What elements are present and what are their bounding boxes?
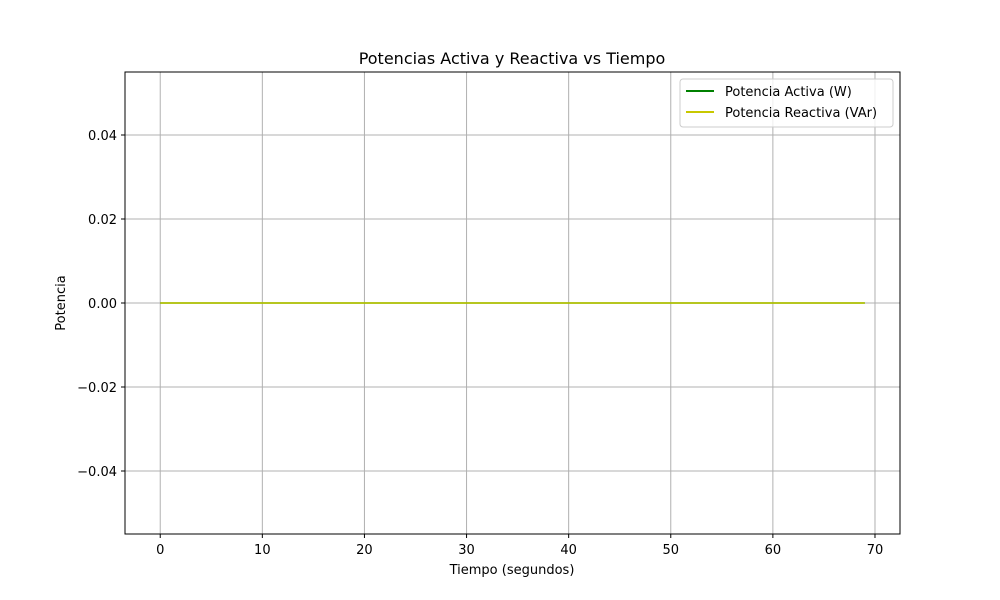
y-axis-ticks: −0.04 −0.02 0.00 0.02 0.04 xyxy=(77,129,125,480)
y-axis-label: Potencia xyxy=(54,275,69,330)
x-tick-label: 30 xyxy=(458,543,475,558)
x-tick-label: 50 xyxy=(662,543,679,558)
y-tick-label: 0.02 xyxy=(88,213,117,228)
x-tick-label: 10 xyxy=(254,543,271,558)
y-tick-label: −0.04 xyxy=(77,465,117,480)
y-tick-label: 0.04 xyxy=(88,129,117,144)
legend-label-potencia-reactiva: Potencia Reactiva (VAr) xyxy=(725,106,877,121)
x-tick-label: 0 xyxy=(156,543,164,558)
legend: Potencia Activa (W) Potencia Reactiva (V… xyxy=(679,78,894,128)
x-tick-label: 40 xyxy=(560,543,577,558)
x-axis-label: Tiempo (segundos) xyxy=(449,563,575,578)
x-axis-ticks: 0 10 20 30 40 50 60 70 xyxy=(156,534,883,558)
legend-label-potencia-activa: Potencia Activa (W) xyxy=(725,85,852,100)
chart-title: Potencias Activa y Reactiva vs Tiempo xyxy=(359,49,666,68)
legend-box xyxy=(679,78,894,128)
y-tick-label: 0.00 xyxy=(88,297,117,312)
x-tick-label: 60 xyxy=(765,543,782,558)
y-tick-label: −0.02 xyxy=(77,381,117,396)
x-tick-label: 70 xyxy=(867,543,884,558)
x-tick-label: 20 xyxy=(356,543,373,558)
